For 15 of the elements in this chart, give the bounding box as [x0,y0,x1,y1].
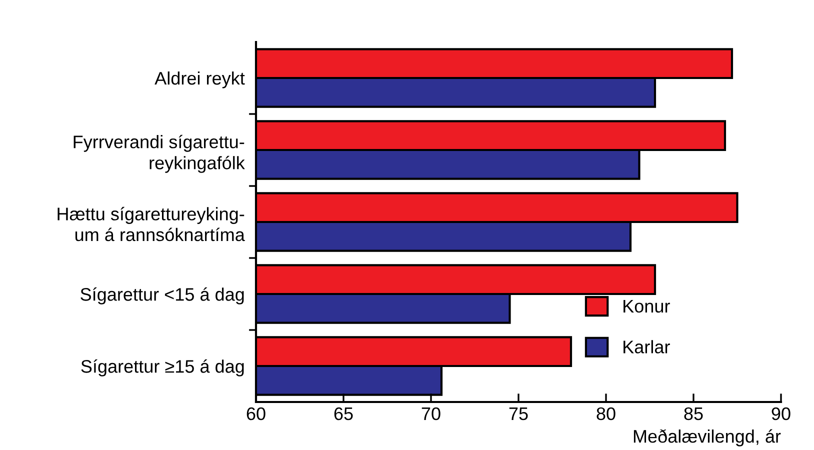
x-tick-label: 65 [334,407,353,420]
x-axis-title: Meðalævilengd, ár [634,429,781,446]
y-tick-label: Hættu sígarettureyking- um á rannsóknartíma [58,206,245,242]
y-tick-label: Fyrrverandi sígarettu- reykingafólk [74,134,245,173]
y-tick-label: Aldrei reykt [154,71,245,88]
x-tick-label: 80 [596,407,616,420]
x-tick-label: 85 [684,407,703,420]
legend-label: Konur [624,300,670,313]
x-tick-label: 90 [772,407,790,420]
legend-label: Karlar [624,340,670,354]
x-tick-label: 75 [509,408,528,420]
x-tick-label: 70 [422,407,440,420]
y-tick-label: Sígarettur <15 á dag [80,287,244,304]
x-tick-label: 60 [246,407,266,420]
y-tick-label: Sígarettur ≥15 á dag [81,359,244,376]
